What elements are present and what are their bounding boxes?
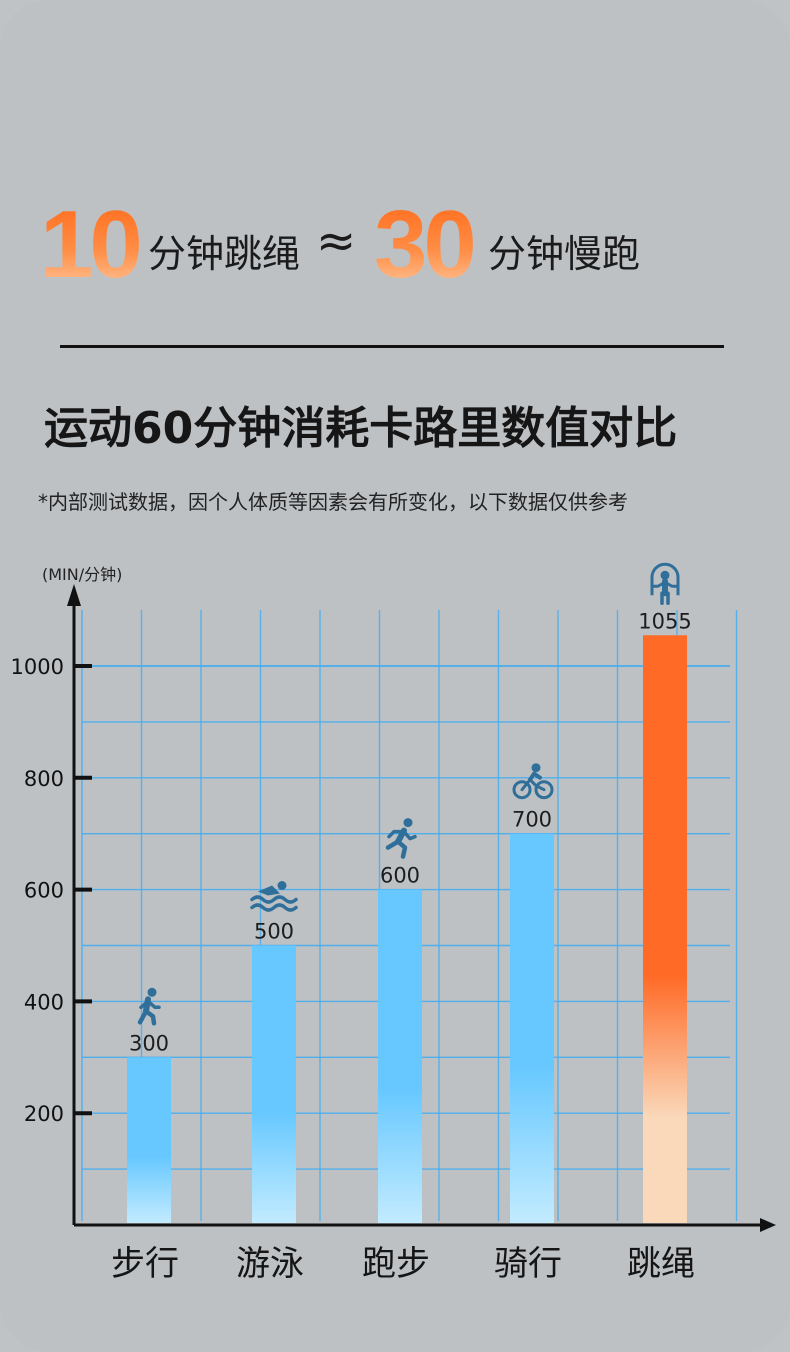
approx-sign: ≈ bbox=[316, 213, 357, 269]
cycling-icon bbox=[512, 763, 554, 800]
y-tick-label: 1000 bbox=[11, 655, 64, 679]
headline: 10 分钟跳绳 ≈ 30 分钟慢跑 bbox=[40, 195, 760, 295]
headline-number-1: 10 bbox=[40, 191, 143, 298]
bar-步行 bbox=[127, 1057, 171, 1223]
jump-rope-icon bbox=[650, 562, 680, 606]
headline-text-1: 分钟跳绳 bbox=[148, 232, 301, 276]
running-icon bbox=[385, 818, 417, 859]
category-label: 跳绳 bbox=[627, 1244, 695, 1284]
y-tick-label: 400 bbox=[24, 990, 64, 1014]
bar-value-label: 600 bbox=[380, 864, 420, 888]
x-axis-arrow bbox=[760, 1218, 776, 1232]
divider-line bbox=[60, 345, 724, 348]
bar-游泳 bbox=[252, 945, 296, 1223]
walking-icon bbox=[137, 987, 161, 1026]
y-axis-label: (MIN/分钟) bbox=[42, 565, 122, 584]
y-tick-label: 600 bbox=[24, 879, 64, 903]
category-label: 骑行 bbox=[494, 1244, 562, 1284]
category-label: 步行 bbox=[111, 1244, 179, 1284]
bar-value-label: 500 bbox=[254, 920, 294, 944]
y-tick-label: 800 bbox=[24, 767, 64, 791]
y-tick-label: 200 bbox=[24, 1102, 64, 1126]
bar-value-label: 300 bbox=[129, 1031, 169, 1055]
headline-number-2: 30 bbox=[374, 191, 477, 298]
disclaimer-note: *内部测试数据，因个人体质等因素会有所变化，以下数据仅供参考 bbox=[38, 490, 628, 514]
bar-value-label: 700 bbox=[512, 808, 552, 832]
category-label: 跑步 bbox=[362, 1244, 430, 1284]
swimming-icon bbox=[250, 881, 298, 912]
bar-value-label: 1055 bbox=[638, 609, 691, 633]
bar-跑步 bbox=[378, 889, 422, 1223]
headline-text-2: 分钟慢跑 bbox=[488, 232, 641, 276]
category-label: 游泳 bbox=[236, 1244, 304, 1284]
bar-骑行 bbox=[510, 833, 554, 1223]
chart-title: 运动60分钟消耗卡路里数值对比 bbox=[44, 403, 678, 454]
y-axis-arrow bbox=[67, 584, 81, 606]
bar-跳绳 bbox=[643, 635, 687, 1223]
